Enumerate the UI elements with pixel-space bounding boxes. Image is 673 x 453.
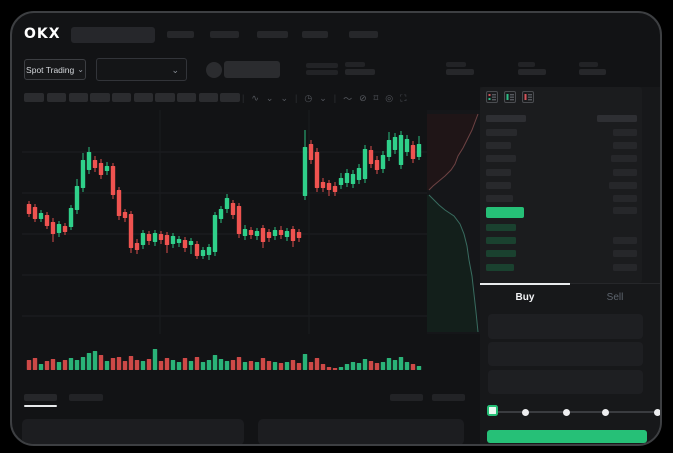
buy-submit-button[interactable] — [487, 430, 647, 443]
settings-gear-icon[interactable]: ◎ — [385, 92, 394, 103]
book-amount-skeleton[interactable] — [613, 264, 637, 271]
toolbar-skeleton[interactable] — [47, 93, 66, 102]
indicators-icon[interactable]: ⊘ — [359, 92, 367, 103]
book-amount-skeleton[interactable] — [597, 115, 637, 122]
slider-stop-dot[interactable] — [522, 409, 529, 416]
divider: | — [242, 93, 245, 103]
book-amount-skeleton[interactable] — [613, 129, 637, 136]
orders-panel-skeleton — [22, 419, 244, 444]
toolbar-skeleton[interactable] — [134, 93, 153, 102]
buy-sell-tabs: Buy Sell — [480, 283, 660, 311]
market-type-selector[interactable]: Spot Trading ⌄ — [24, 59, 86, 80]
book-asks-icon[interactable] — [522, 91, 534, 103]
book-combined-icon[interactable] — [486, 91, 498, 103]
chevron-down-icon[interactable]: ⌄ — [280, 92, 288, 103]
nav-item-skeleton[interactable] — [302, 31, 328, 38]
book-bids-icon[interactable] — [504, 91, 516, 103]
last-price-bar[interactable] — [486, 207, 524, 218]
toolbar-skeleton[interactable] — [90, 93, 110, 102]
okx-logo: OKX — [24, 26, 61, 42]
total-input-skeleton[interactable] — [488, 370, 643, 394]
stat-value-skeleton — [518, 69, 546, 75]
book-price-skeleton[interactable] — [486, 115, 526, 122]
bottom-tab-skeleton[interactable] — [24, 394, 57, 401]
pair-name-skeleton — [224, 61, 280, 78]
book-amount-skeleton[interactable] — [613, 142, 637, 149]
stat-label-skeleton — [579, 62, 598, 67]
price-skeleton — [306, 70, 338, 75]
book-price-skeleton[interactable] — [486, 182, 511, 189]
slider-stop-dot[interactable] — [602, 409, 609, 416]
active-tab-underline — [24, 405, 57, 407]
toolbar-skeleton[interactable] — [112, 93, 131, 102]
book-price-skeleton[interactable] — [486, 142, 511, 149]
book-price-skeleton[interactable] — [486, 264, 514, 271]
toolbar-skeleton[interactable] — [199, 93, 218, 102]
book-amount-skeleton[interactable] — [613, 169, 637, 176]
screenshot-icon[interactable]: ⌑ — [373, 92, 379, 103]
app-window: OKX Spot Trading ⌄ ⌄ — [10, 11, 662, 446]
stat-label-skeleton — [446, 62, 466, 67]
toolbar-skeleton[interactable] — [177, 93, 196, 102]
stat-label-skeleton — [518, 62, 535, 67]
stat-value-skeleton — [446, 69, 474, 75]
orders-panel-skeleton — [258, 419, 464, 444]
bottom-action-skeleton[interactable] — [390, 394, 423, 401]
pair-avatar — [206, 62, 222, 78]
nav-item-skeleton[interactable] — [210, 31, 239, 38]
stat-value-skeleton — [345, 69, 375, 75]
pair-dropdown[interactable]: ⌄ — [96, 58, 187, 81]
toolbar-skeleton[interactable] — [155, 93, 175, 102]
book-amount-skeleton[interactable] — [611, 155, 637, 162]
slider-handle[interactable] — [487, 405, 498, 416]
nav-item-skeleton[interactable] — [349, 31, 378, 38]
book-amount-skeleton[interactable] — [613, 207, 637, 214]
line-style-icon[interactable]: 〜 — [343, 93, 353, 104]
price-skeleton — [306, 63, 338, 68]
book-price-skeleton[interactable] — [486, 250, 516, 257]
toolbar-skeleton[interactable] — [220, 93, 240, 102]
amount-input-skeleton[interactable] — [488, 342, 643, 366]
price-chart-svg[interactable] — [22, 110, 480, 372]
toolbar-skeleton[interactable] — [69, 93, 88, 102]
chevron-down-icon[interactable]: ⌄ — [265, 92, 274, 103]
book-price-skeleton[interactable] — [486, 195, 513, 202]
book-price-skeleton[interactable] — [486, 237, 516, 244]
stat-value-skeleton — [579, 69, 606, 75]
amount-slider-track[interactable] — [492, 411, 657, 413]
trade-side-panel: Buy Sell — [480, 87, 660, 444]
chevron-down-icon[interactable]: ⌄ — [319, 92, 327, 103]
market-type-label: Spot Trading — [26, 64, 75, 75]
toolbar-skeleton[interactable] — [24, 93, 44, 102]
price-input-skeleton[interactable] — [488, 314, 643, 339]
chart-tool-icons: | ∿ ⌄ ⌄ | ◷ ⌄ | 〜 ⊘ ⌑ ◎ ⛶ — [242, 92, 406, 104]
bottom-tab-skeleton[interactable] — [69, 394, 103, 401]
fullscreen-icon[interactable]: ⛶ — [400, 92, 407, 103]
slider-stop-dot[interactable] — [563, 409, 570, 416]
divider: | — [294, 93, 298, 103]
tab-buy[interactable]: Buy — [480, 283, 570, 311]
book-price-skeleton[interactable] — [486, 224, 516, 231]
slider-stop-dot[interactable] — [654, 409, 660, 416]
tab-sell[interactable]: Sell — [606, 292, 624, 303]
stat-label-skeleton — [345, 62, 365, 67]
book-price-skeleton[interactable] — [486, 129, 517, 136]
book-price-skeleton[interactable] — [486, 155, 516, 162]
interval-clock-icon[interactable]: ◷ — [304, 92, 313, 103]
nav-item-skeleton[interactable] — [167, 31, 194, 38]
divider: | — [333, 93, 337, 103]
book-amount-skeleton[interactable] — [613, 250, 637, 257]
nav-item-skeleton[interactable] — [257, 31, 288, 38]
bottom-action-skeleton[interactable] — [432, 394, 465, 401]
order-book — [480, 87, 642, 283]
book-amount-skeleton[interactable] — [609, 182, 637, 189]
book-amount-skeleton[interactable] — [613, 195, 637, 202]
search-input[interactable] — [71, 27, 155, 43]
candle-chart-icon[interactable]: ∿ — [251, 92, 259, 103]
book-amount-skeleton[interactable] — [613, 237, 637, 244]
book-price-skeleton[interactable] — [486, 169, 511, 176]
